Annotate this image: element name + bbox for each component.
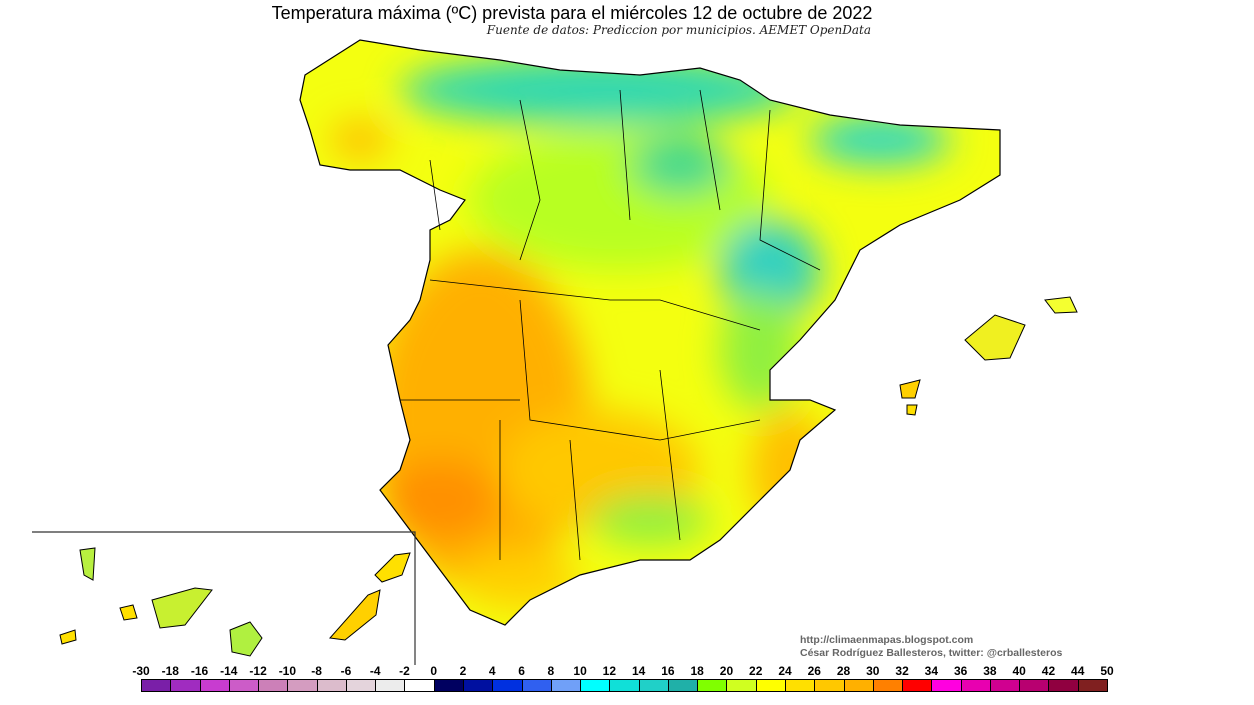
legend-label: 38 [983,664,997,678]
legend-swatch [550,679,582,692]
legend-swatch [785,679,816,692]
credit-author: César Rodríguez Ballesteros, twitter: @c… [800,647,1063,659]
legend-label: 14 [631,664,646,678]
legend-swatch [1077,679,1108,692]
legend-label: 24 [778,664,792,678]
legend-label: -10 [278,664,297,678]
legend-swatch [755,679,786,692]
legend-label: -6 [340,664,352,678]
legend-swatch [287,679,318,692]
credit-url[interactable]: http://climaenmapas.blogspot.com [800,634,974,646]
legend-swatch [170,679,201,692]
legend-swatch [258,679,289,692]
legend-label: 40 [1012,664,1026,678]
legend-label: -12 [249,664,267,678]
legend-swatch [492,679,523,692]
map-title: Temperatura máxima (ºC) prevista para el… [271,3,873,23]
legend-swatch [960,679,991,692]
color-legend: -30 -18 -16 -14 -12 -10 -8 -6 -4 -2 0 2 4 6 8 10 12 14 16 1… [132,664,1114,694]
legend-swatch [609,679,640,692]
legend-label: -8 [311,664,322,678]
legend-swatch [345,679,377,692]
province-borders [400,89,821,561]
legend-swatch [228,679,260,692]
legend-label: 32 [895,664,909,678]
legend-label: 20 [719,664,734,678]
legend-swatch [521,679,552,692]
legend-swatch [580,679,611,692]
legend-label: 42 [1041,664,1056,678]
legend-label: -30 [132,664,150,678]
legend-swatch [667,679,699,692]
legend-swatch [1019,679,1050,692]
legend-swatch [316,679,347,692]
legend-swatch [1048,679,1079,692]
legend-label: 34 [924,664,939,678]
legend-label: 16 [661,664,675,678]
legend-swatch [931,679,962,692]
legend-swatch [141,679,172,692]
legend-label: -18 [161,664,179,678]
legend-label: 36 [953,664,968,678]
legend-label: -14 [220,664,238,678]
legend-swatch [726,679,757,692]
legend-label: 26 [807,664,821,678]
legend-swatch [902,679,933,692]
legend-label: -16 [190,664,209,678]
mainland-spain [300,40,1000,625]
legend-label: 28 [836,664,851,678]
legend-swatch [463,679,494,692]
data-source: Fuente de datos: Prediccion por municipi… [486,23,871,37]
legend-swatch [199,679,230,692]
legend-label: 30 [866,664,880,678]
legend-label: -4 [369,664,381,678]
canary-inset [32,531,416,665]
legend-swatch [843,679,874,692]
legend-swatch [404,679,435,692]
legend-swatch [433,679,464,692]
legend-label: 8 [547,664,555,678]
legend-swatch [872,679,904,692]
legend-label: 18 [690,664,704,678]
balearic-islands [899,296,1078,416]
legend-swatch [697,679,728,692]
legend-label: 22 [749,664,763,678]
legend-label: 4 [488,664,496,678]
legend-swatch [638,679,669,692]
legend-label: 2 [459,664,467,678]
legend-swatch [375,679,406,692]
legend-label: 50 [1100,664,1114,678]
legend-label: -2 [399,664,410,678]
legend-label: 0 [430,664,438,678]
legend-label: 6 [518,664,525,678]
legend-label: 12 [602,664,617,678]
legend-swatch [989,679,1021,692]
legend-label: 44 [1071,664,1085,678]
legend-swatch [814,679,845,692]
legend-label: 10 [573,664,587,678]
